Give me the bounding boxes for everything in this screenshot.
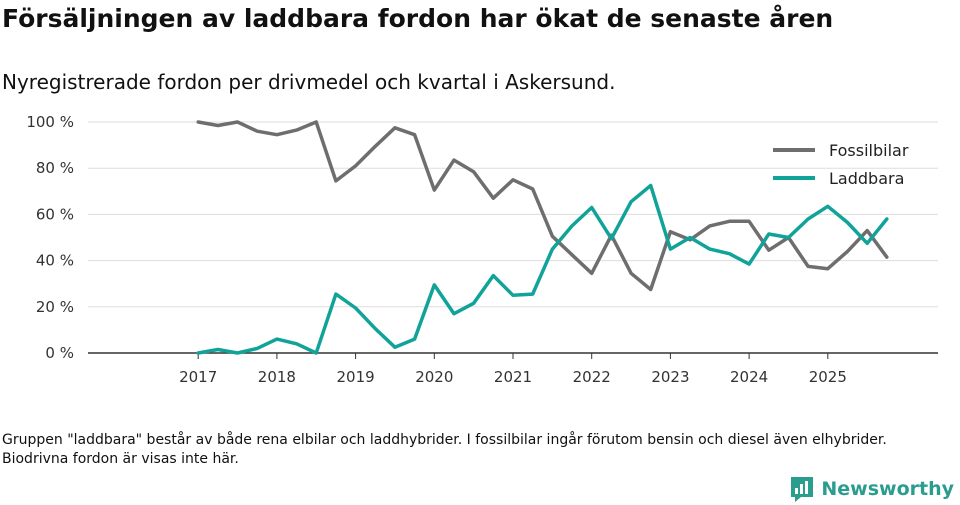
x-tick-label: 2024 <box>730 368 768 386</box>
y-tick-label: 60 % <box>36 205 74 223</box>
y-tick-label: 100 % <box>26 113 74 131</box>
y-tick-label: 80 % <box>36 159 74 177</box>
chart-title: Försäljningen av laddbara fordon har öka… <box>2 4 834 33</box>
footnote: Gruppen "laddbara" består av både rena e… <box>2 432 887 467</box>
x-tick-label: 2022 <box>573 368 611 386</box>
x-tick-label: 2019 <box>336 368 374 386</box>
x-tick-label: 2025 <box>809 368 847 386</box>
x-tick-label: 2023 <box>651 368 689 386</box>
line-chart: 0 % 20 % 40 % 60 % 80 % 100 % 2017 2018 2019 202… <box>26 113 938 386</box>
legend-label-laddbara: Laddbara <box>829 169 904 188</box>
brand-name: Newsworthy <box>821 478 954 500</box>
series-line-laddbara <box>196 183 889 355</box>
x-tick-label: 2017 <box>179 368 217 386</box>
x-tick-label: 2021 <box>494 368 532 386</box>
series-lines <box>196 120 889 355</box>
y-axis-labels: 0 % 20 % 40 % 60 % 80 % 100 % <box>26 113 74 362</box>
y-tick-label: 0 % <box>45 344 74 362</box>
y-tick-label: 20 % <box>36 298 74 316</box>
legend-label-fossilbilar: Fossilbilar <box>829 141 909 160</box>
brand: Newsworthy <box>789 474 954 504</box>
y-tick-label: 40 % <box>36 252 74 270</box>
legend: Fossilbilar Laddbara <box>773 141 909 188</box>
x-tick-label: 2018 <box>258 368 296 386</box>
chart-subtitle: Nyregistrerade fordon per drivmedel och … <box>2 70 616 94</box>
series-line-fossilbilar <box>196 120 889 292</box>
x-tick-label: 2020 <box>415 368 453 386</box>
newsworthy-logo-icon <box>791 477 814 502</box>
x-axis: 2017 2018 2019 2020 2021 2022 2023 2024 2025 <box>88 352 938 386</box>
